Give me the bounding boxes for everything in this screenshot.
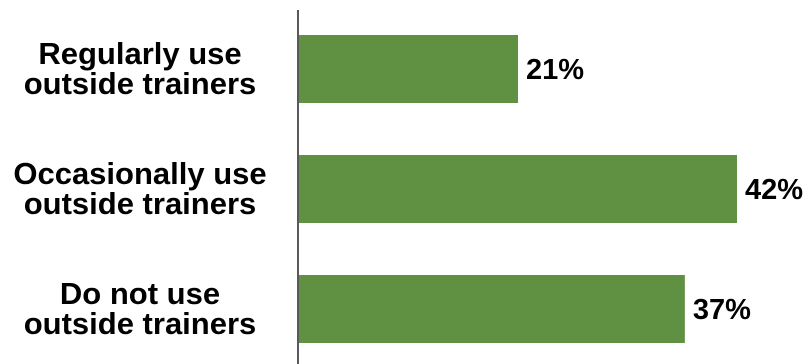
category-label-3-line-2: outside trainers (24, 306, 257, 341)
value-labels-group: 21% 42% 37% (526, 54, 803, 326)
bar-3 (299, 275, 685, 343)
value-label-3: 37% (693, 294, 751, 326)
category-label-2: Occasionally use outside trainers (13, 156, 266, 221)
value-label-2: 42% (745, 174, 803, 206)
bar-1 (299, 35, 518, 103)
bars-group (299, 35, 737, 343)
category-label-2-line-2: outside trainers (24, 186, 257, 221)
category-label-1-line-1: Regularly use (38, 36, 241, 71)
category-label-1-line-2: outside trainers (24, 66, 257, 101)
category-label-3-line-1: Do not use (60, 276, 220, 311)
value-label-1: 21% (526, 54, 584, 86)
category-labels-group: Regularly use outside trainersOccasionall… (13, 36, 266, 341)
category-label-2-line-1: Occasionally use (13, 156, 266, 191)
category-label-3: Do not use outside trainers (24, 276, 257, 341)
category-label-1: Regularly use outside trainers (24, 36, 257, 101)
bar-2 (299, 155, 737, 223)
